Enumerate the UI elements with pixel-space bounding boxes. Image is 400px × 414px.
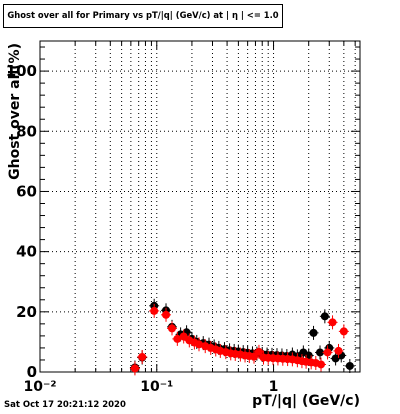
timestamp: Sat Oct 17 20:21:12 2020 [4, 400, 126, 410]
y-tick-label: 80 [16, 122, 37, 140]
data-point-red [254, 347, 263, 356]
title-box: Ghost over all for Primary vs pT/|q| (Ge… [3, 4, 283, 28]
plot-frame [39, 40, 361, 373]
data-point-red [138, 352, 147, 361]
data-point-red [323, 348, 332, 357]
y-tick-label: 0 [27, 363, 37, 381]
data-point-black [316, 348, 325, 357]
data-point-red [328, 318, 337, 327]
data-point-black [345, 361, 354, 370]
data-point-black [309, 328, 318, 337]
data-point-red [150, 306, 159, 315]
chart-title: Ghost over all for Primary vs pT/|q| (Ge… [7, 10, 279, 20]
y-tick-label: 20 [16, 303, 37, 321]
data-point-red [179, 332, 188, 341]
x-tick-label: 1 [269, 379, 279, 395]
data-point-red [249, 352, 258, 361]
y-tick-label: 100 [6, 62, 37, 80]
y-axis-title: Ghost over all(%) [7, 43, 23, 180]
data-point-red [162, 310, 171, 319]
x-tick-label: 10⁻¹ [140, 379, 173, 395]
data-point-black [320, 312, 329, 321]
data-point-red [317, 360, 326, 369]
data-point-red [167, 324, 176, 333]
y-tick-label: 60 [16, 182, 37, 200]
y-tick-label: 40 [16, 243, 37, 261]
data-point-red [339, 327, 348, 336]
data-point-red [130, 364, 139, 373]
x-axis-title: pT/|q| (GeV/c) [252, 393, 360, 409]
x-tick-label: 10⁻² [23, 379, 56, 395]
data-point-red [334, 346, 343, 355]
